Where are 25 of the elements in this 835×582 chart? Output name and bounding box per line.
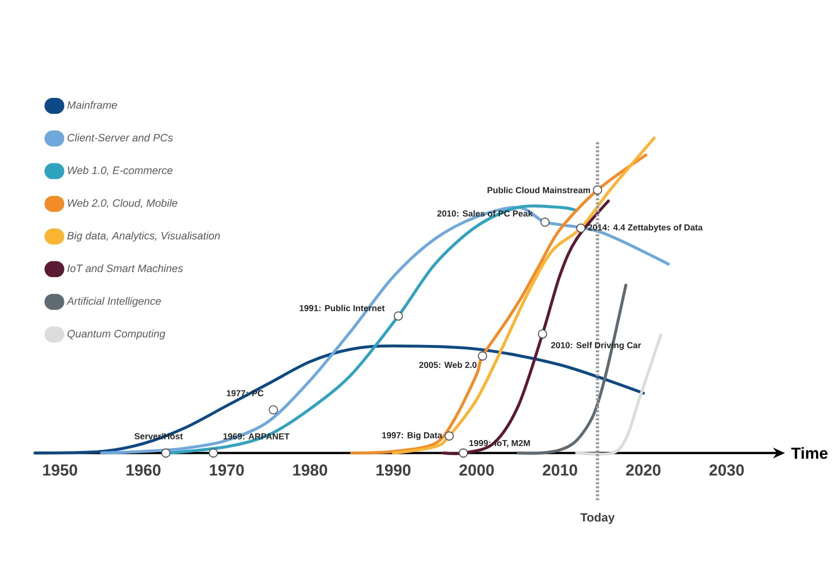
- legend-label: Big data, Analytics, Visualisation: [67, 232, 220, 242]
- x-tick-label: 1980: [293, 464, 328, 476]
- x-tick-label: 1960: [126, 464, 160, 476]
- x-tick-label: 2000: [459, 464, 494, 476]
- annotation: 1977: PC: [226, 390, 264, 396]
- x-tick-label: 2020: [626, 464, 660, 476]
- legend-label: Client-Server and PCs: [68, 134, 173, 142]
- x-tick-label: 2010: [542, 464, 578, 476]
- legend-label: Mainframe: [67, 100, 117, 109]
- annotation: 2014: 4.4 Zettabytes of Data: [588, 224, 703, 232]
- x-axis-title: Time: [791, 447, 828, 459]
- x-tick-label: 1950: [43, 464, 78, 476]
- legend-label: Web 2.0, Cloud, Mobile: [68, 198, 178, 208]
- ref-line-label: Today: [580, 512, 615, 524]
- legend-label: IoT and Smart Machines: [67, 264, 183, 272]
- legend-label: Artificial Intelligence: [66, 296, 161, 307]
- annotation: 2005: Web 2.0: [419, 362, 477, 368]
- x-tick-label: 2030: [709, 464, 744, 476]
- legend-label: Quantum Computing: [68, 330, 166, 340]
- x-tick-label: 1970: [210, 464, 244, 476]
- annotation: Public Cloud Mainstream: [488, 186, 590, 194]
- x-tick-label: 1990: [376, 464, 410, 476]
- legend-label: Web 1.0, E-commerce: [68, 166, 172, 176]
- annotation: 1999: IoT, M2M: [469, 440, 530, 448]
- annotation: 1997: Big Data: [382, 432, 442, 440]
